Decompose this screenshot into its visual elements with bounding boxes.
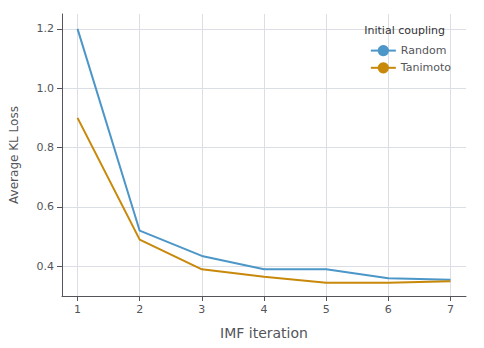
svg-text:4: 4 [261,303,268,316]
svg-text:Tanimoto: Tanimoto [400,61,451,74]
svg-text:7: 7 [447,303,454,316]
svg-text:Initial coupling: Initial coupling [364,24,445,37]
svg-text:1.2: 1.2 [37,22,55,35]
svg-text:1.0: 1.0 [37,82,55,95]
svg-text:0.8: 0.8 [37,141,55,154]
svg-text:5: 5 [323,303,330,316]
svg-text:6: 6 [385,303,392,316]
svg-text:3: 3 [198,303,205,316]
svg-text:Random: Random [401,44,447,57]
svg-text:2: 2 [136,303,143,316]
svg-text:IMF iteration: IMF iteration [220,325,308,341]
svg-text:0.6: 0.6 [37,200,55,213]
svg-text:1: 1 [74,303,81,316]
svg-text:Average KL Loss: Average KL Loss [7,106,21,204]
svg-text:0.4: 0.4 [37,260,55,273]
